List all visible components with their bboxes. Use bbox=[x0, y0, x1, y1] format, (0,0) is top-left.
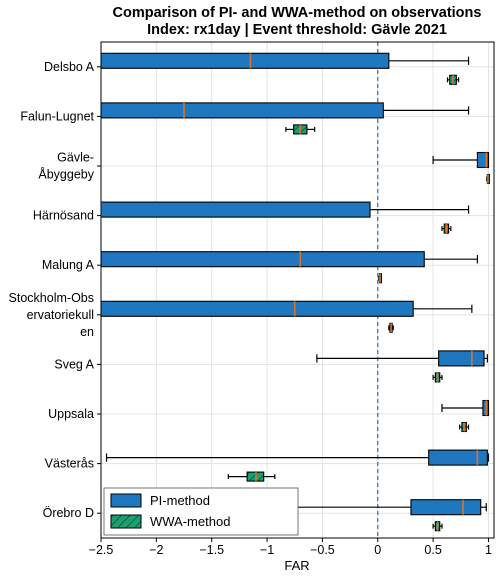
x-tick-label: 0.5 bbox=[424, 543, 441, 557]
y-axis-ticks: Delsbo A Falun-Lugnet Gävle- Åbyggeby Härnös… bbox=[9, 60, 101, 520]
y-tick-label: Härnösand bbox=[33, 209, 94, 223]
x-axis-label: FAR bbox=[284, 558, 309, 573]
chart-title: Comparison of PI- and WWA-method on obse… bbox=[113, 5, 482, 21]
pi-iqr-box bbox=[101, 300, 414, 317]
x-tick-label: −1.5 bbox=[199, 543, 224, 557]
y-tick-label: en bbox=[80, 325, 94, 339]
wwa-box bbox=[432, 521, 443, 532]
x-tick-label: 0 bbox=[374, 543, 381, 557]
x-tick-label: −2 bbox=[149, 543, 163, 557]
pi-iqr-box bbox=[476, 151, 490, 169]
pi-box bbox=[101, 201, 470, 218]
pi-box bbox=[101, 52, 470, 69]
boxplots bbox=[101, 52, 490, 532]
pi-box bbox=[432, 151, 490, 169]
legend-swatch-pi bbox=[110, 493, 142, 508]
y-tick-label: Åbyggeby bbox=[38, 167, 94, 182]
pi-box bbox=[316, 350, 488, 367]
chart-subtitle: Index: rx1day | Event threshold: Gävle 2… bbox=[147, 22, 447, 38]
y-tick-label: Malung A bbox=[42, 258, 95, 272]
pi-box bbox=[101, 300, 473, 317]
y-tick-label: ervatoriekull bbox=[27, 308, 94, 322]
x-axis-ticks: −2.5 −2 −1.5 −1 −0.5 0 0.5 1 bbox=[89, 538, 492, 557]
x-tick-label: −1 bbox=[260, 543, 274, 557]
wwa-box bbox=[285, 124, 316, 135]
pi-iqr-box bbox=[101, 102, 384, 119]
y-tick-label: Sveg A bbox=[54, 357, 94, 371]
wwa-box bbox=[486, 173, 490, 185]
plot-frame bbox=[100, 41, 495, 539]
legend-swatch-wwa bbox=[110, 514, 142, 529]
pi-iqr-box bbox=[428, 449, 488, 466]
wwa-box bbox=[227, 471, 276, 482]
x-tick-label: −2.5 bbox=[89, 543, 114, 557]
pi-iqr-box bbox=[438, 350, 485, 367]
y-tick-label: Örebro D bbox=[43, 506, 94, 520]
y-tick-label: Västerås bbox=[45, 457, 94, 471]
pi-box bbox=[441, 399, 490, 417]
pi-iqr-box bbox=[410, 499, 482, 516]
pi-iqr-box bbox=[101, 251, 425, 268]
pi-iqr-box bbox=[101, 201, 371, 218]
legend-label-wwa: WWA-method bbox=[150, 514, 230, 529]
y-tick-label: Uppsala bbox=[48, 407, 94, 421]
wwa-box bbox=[446, 74, 460, 85]
legend: PI-method WWA-method bbox=[103, 487, 299, 536]
wwa-box bbox=[441, 223, 452, 234]
x-tick-label: −0.5 bbox=[310, 543, 335, 557]
y-tick-label: Stockholm-Obs bbox=[9, 291, 94, 305]
wwa-box bbox=[459, 421, 470, 433]
wwa-box bbox=[432, 372, 443, 383]
y-tick-label: Delsbo A bbox=[44, 60, 95, 74]
pi-box bbox=[101, 102, 470, 119]
legend-label-pi: PI-method bbox=[150, 493, 210, 508]
wwa-box bbox=[388, 322, 394, 333]
y-tick-label: Gävle- bbox=[57, 151, 94, 165]
y-tick-label: Falun-Lugnet bbox=[20, 109, 94, 123]
pi-box bbox=[105, 449, 490, 466]
wwa-box bbox=[378, 273, 382, 284]
pi-box bbox=[101, 251, 478, 268]
pi-iqr-box bbox=[101, 52, 390, 69]
x-tick-label: 1 bbox=[485, 543, 492, 557]
